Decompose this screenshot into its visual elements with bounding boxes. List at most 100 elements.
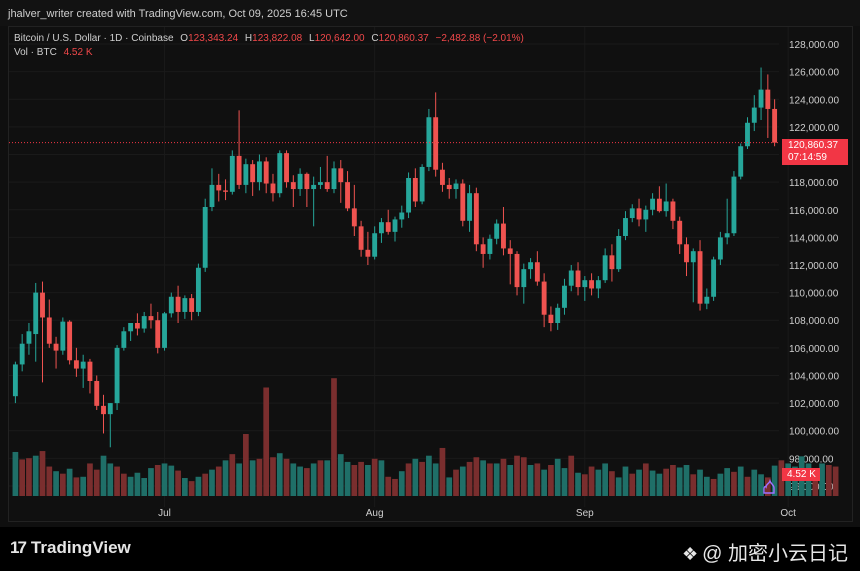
volume-bar [276,453,283,496]
y-tick-label: 98,000.00 [789,454,834,465]
volume-bar [337,454,344,496]
candle-body [440,169,445,185]
y-tick-label: 116,000.00 [789,206,839,217]
volume-bar [419,461,425,496]
volume-bar [778,460,785,496]
candle-body [189,298,195,312]
volume-bar [195,476,202,496]
candle-body [643,209,649,220]
candle-body [243,164,249,185]
volume-bar [649,470,656,496]
candle-body [473,193,479,245]
candle-body [379,222,384,234]
candle-body [609,255,615,270]
tradingview-logo-icon: 17 [10,538,27,557]
candle-body [345,182,350,209]
candle-body [134,323,140,329]
volume-bar [371,458,378,496]
candle-body [40,292,45,318]
last-price-value: 120,860.37 [788,140,839,151]
volume-bar [609,471,615,496]
candle-body [562,285,567,308]
volume-label[interactable]: Vol · BTC [14,47,57,58]
candle-body [182,298,188,312]
volume-bar [222,460,229,496]
candlestick-chart[interactable]: 96,000.00 98,000.00 100,000.00 102,000.00 10… [9,27,854,523]
candle-body [528,262,534,270]
volume-bar [53,471,59,496]
ohlc-row: Bitcoin / U.S. Dollar · 1D · Coinbase O1… [14,32,524,46]
candle-body [745,122,750,147]
candle-body [514,253,520,288]
candle-body [765,89,771,109]
volume-bar [256,458,263,496]
candle-body [717,237,723,260]
candle-body [60,321,66,351]
volume-bar [642,463,649,496]
volume-bar [703,476,710,496]
volume-bar [229,454,236,496]
candle-body [392,219,398,232]
volume-row: Vol · BTC 4.52 K [14,46,524,60]
candle-body [311,184,317,190]
volume-bar [744,476,751,496]
candle-body [73,360,79,369]
open-value: 123,343.24 [188,33,239,44]
diamond-icon: ❖ [682,544,699,564]
close-label: C [371,33,379,44]
volume-bar [548,465,554,496]
candle-body [433,117,439,170]
candle-body [338,168,344,183]
candle-body [223,190,228,192]
volume-bar [514,455,520,496]
candle-body [304,173,310,190]
y-tick-label: 108,000.00 [789,316,839,327]
volume-bar [12,451,19,496]
volume-bar [602,463,608,496]
high-value: 123,822.08 [252,33,303,44]
volume-bar [717,473,724,496]
volume-bar [439,447,446,496]
volume-bar [243,434,249,496]
volume-bar [792,466,798,496]
y-tick-label: 106,000.00 [789,344,839,355]
candle-body [168,296,174,314]
volume-bar [731,471,737,496]
candle-body [148,316,154,321]
y-tick-label: 118,000.00 [789,178,839,189]
candle-body [270,183,276,194]
tradingview-logo[interactable]: 17 TradingView [10,538,131,558]
volume-bar [629,473,636,496]
volume-bar [32,455,39,496]
volume-bar [263,387,270,496]
candle-body [656,198,662,212]
volume-bar [446,477,453,496]
symbol-label[interactable]: Bitcoin / U.S. Dollar · 1D · Coinbase [14,33,174,44]
volume-bar [507,465,514,496]
candle-body [80,361,86,369]
volume-bar [595,469,602,496]
volume-bar [175,470,181,496]
volume-bar [568,455,575,496]
volume-bar [114,466,120,496]
volume-bar [676,467,683,496]
candle-body [670,201,676,221]
flame-icon[interactable] [760,478,778,496]
volume-bar [107,463,114,496]
candle-body [568,270,574,286]
candle-body [399,212,405,220]
volume-bar [764,477,771,496]
volume-bar [683,465,690,496]
y-tick-label: 124,000.00 [789,95,839,106]
candle-body [284,153,289,183]
volume-bar [825,465,832,496]
candle-body [53,343,59,351]
volume-bar [26,458,32,496]
chart-panel[interactable]: 96,000.00 98,000.00 100,000.00 102,000.00 10… [8,26,853,522]
volume-bar [426,455,432,496]
volume-bar [636,469,642,496]
candle-body [419,166,425,202]
candle-body [446,184,452,190]
volume-bar [182,478,188,496]
volume-bar [737,466,744,496]
